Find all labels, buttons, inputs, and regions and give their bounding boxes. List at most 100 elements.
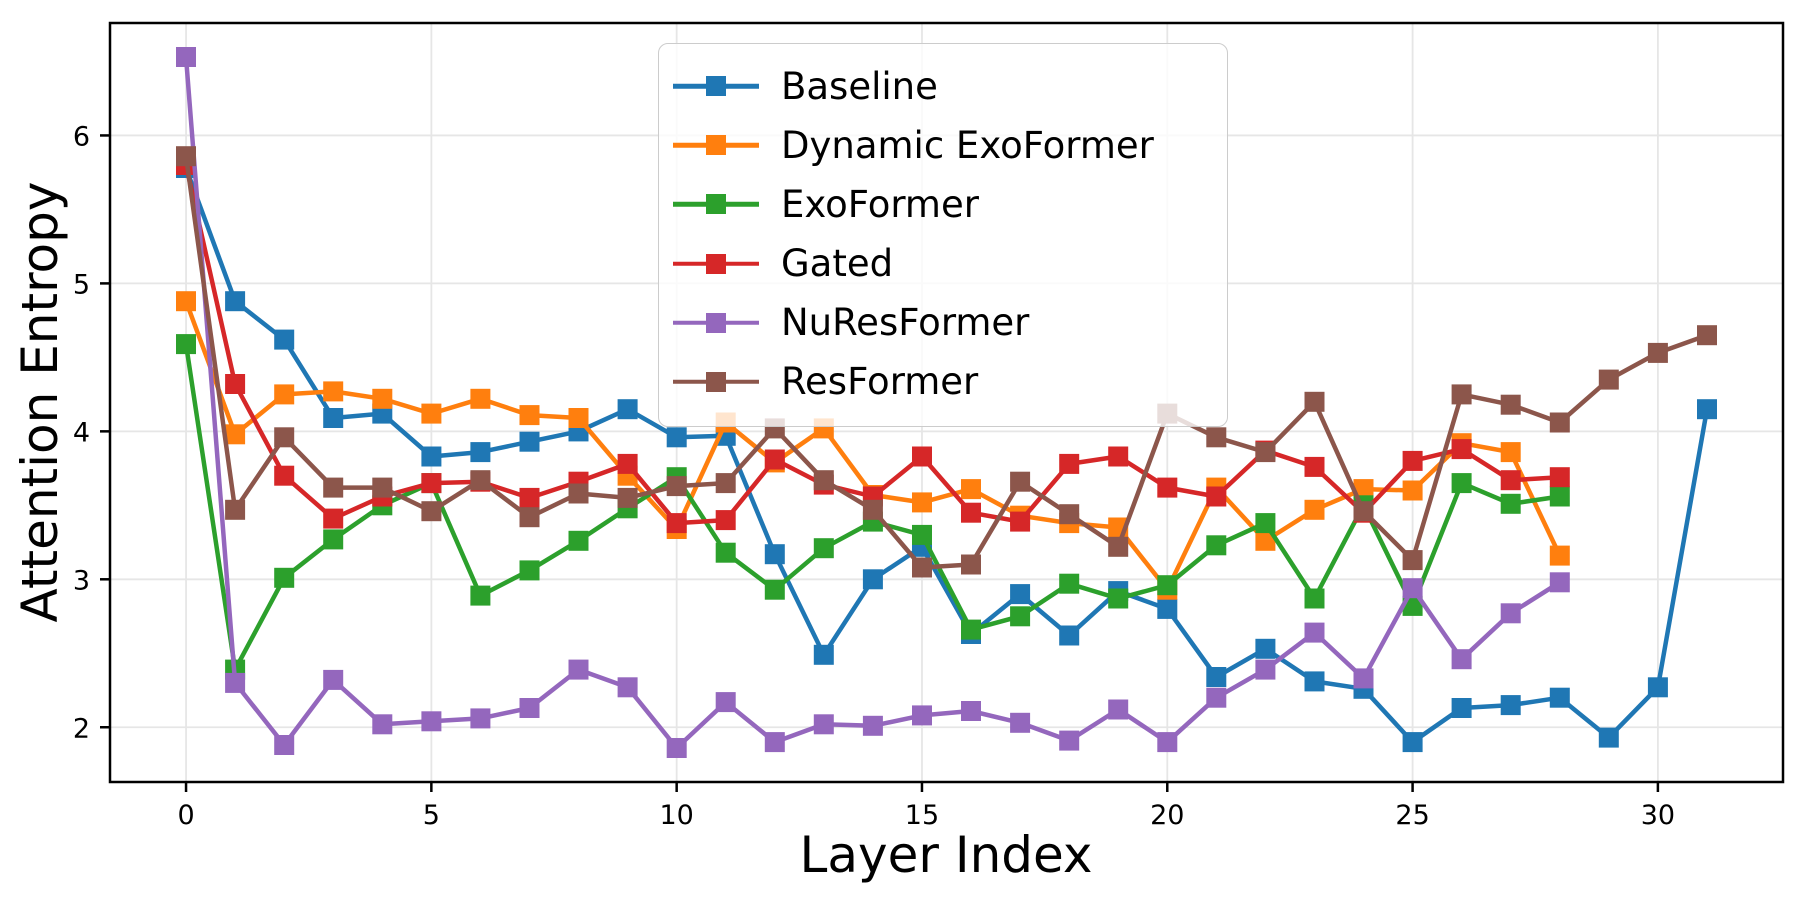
data-point-marker (1157, 732, 1178, 753)
data-point-marker (961, 502, 981, 523)
data-point-marker (666, 513, 687, 534)
data-point-marker (1402, 578, 1423, 599)
data-point-marker (176, 334, 196, 355)
data-point-marker (1010, 511, 1031, 532)
data-point-marker (1157, 598, 1178, 619)
data-point-marker (617, 453, 638, 474)
legend-square-marker-icon (706, 253, 726, 274)
data-point-marker (1353, 501, 1374, 522)
legend-line-marker-icon (673, 253, 759, 274)
data-point-marker (666, 427, 687, 448)
data-point-marker (617, 399, 638, 420)
data-point-marker (1304, 456, 1325, 477)
data-point-marker (1255, 530, 1276, 551)
data-point-marker (1108, 446, 1129, 467)
x-axis-label: Layer Index (799, 826, 1093, 884)
data-point-marker (1206, 535, 1227, 556)
data-point-marker (1108, 536, 1129, 557)
y-tick-label: 5 (73, 269, 90, 300)
data-point-marker (1402, 550, 1423, 571)
data-point-marker (1353, 479, 1374, 500)
data-point-marker (715, 542, 736, 563)
legend-item-baseline: Baseline (659, 58, 1227, 114)
data-point-marker (1549, 687, 1570, 708)
data-point-marker (1304, 622, 1325, 643)
data-point-marker (1598, 369, 1619, 390)
data-point-marker (421, 501, 442, 522)
data-point-marker (1451, 649, 1472, 670)
legend-label: ExoFormer (781, 182, 979, 226)
data-point-marker (666, 476, 687, 497)
data-point-marker (961, 554, 981, 575)
data-point-marker (470, 585, 491, 606)
legend-line-marker-icon (673, 76, 759, 96)
data-point-marker (912, 524, 932, 545)
data-point-marker (1010, 471, 1031, 492)
data-point-marker (813, 470, 834, 491)
data-point-marker (323, 477, 344, 498)
y-axis-label: Attention Entropy (11, 181, 69, 623)
data-point-marker (1500, 695, 1521, 716)
data-point-marker (1549, 412, 1570, 433)
legend-line-marker-icon (673, 194, 759, 215)
data-point-marker (274, 735, 295, 755)
data-point-marker (813, 714, 834, 735)
legend-line-marker-icon (673, 371, 759, 392)
data-point-marker (1059, 730, 1080, 751)
data-point-marker (813, 538, 834, 559)
data-point-marker (225, 672, 246, 693)
data-point-marker (470, 388, 491, 409)
data-point-marker (862, 715, 883, 736)
data-point-marker (323, 529, 344, 550)
legend-line-marker-icon (673, 312, 759, 333)
data-point-marker (274, 465, 295, 486)
legend-square-marker-icon (706, 76, 726, 96)
data-point-marker (764, 732, 785, 753)
data-point-marker (1010, 584, 1031, 605)
data-point-marker (1304, 391, 1325, 412)
data-point-marker (519, 698, 540, 718)
data-point-marker (1206, 687, 1227, 708)
data-point-marker (1059, 573, 1080, 594)
data-point-marker (274, 427, 295, 448)
legend-square-marker-icon (706, 194, 726, 215)
data-point-marker (1549, 467, 1570, 488)
data-point-marker (176, 47, 196, 67)
data-point-marker (372, 714, 393, 735)
data-point-marker (1697, 399, 1717, 420)
data-point-marker (912, 492, 932, 513)
legend-item-resformer: ResFormer (659, 354, 1227, 410)
x-tick-label: 25 (1395, 800, 1429, 831)
data-point-marker (1108, 699, 1129, 720)
data-point-marker (764, 579, 785, 600)
data-point-marker (666, 738, 687, 758)
series-resformer (176, 146, 1717, 578)
data-point-marker (274, 329, 295, 350)
legend-square-marker-icon (706, 371, 726, 392)
data-point-marker (372, 477, 393, 498)
data-point-marker (1255, 442, 1276, 463)
data-point-marker (1451, 698, 1472, 718)
legend-square-marker-icon (706, 135, 726, 156)
data-point-marker (862, 499, 883, 520)
y-tick-label: 2 (73, 713, 90, 744)
data-point-marker (912, 705, 932, 726)
data-point-marker (470, 470, 491, 491)
data-point-marker (225, 424, 246, 445)
data-point-marker (421, 403, 442, 424)
data-point-marker (1304, 671, 1325, 692)
data-point-marker (323, 669, 344, 690)
data-point-marker (912, 557, 932, 578)
x-tick-label: 20 (1150, 800, 1184, 831)
data-point-marker (421, 446, 442, 467)
legend-label: Dynamic ExoFormer (781, 123, 1154, 167)
legend-item-gated: Gated (659, 236, 1227, 292)
data-point-marker (1304, 588, 1325, 609)
data-point-marker (1500, 493, 1521, 514)
data-point-marker (225, 499, 246, 520)
data-point-marker (1451, 473, 1472, 494)
data-point-marker (1500, 470, 1521, 491)
data-point-marker (1059, 453, 1080, 474)
data-point-marker (225, 291, 246, 312)
